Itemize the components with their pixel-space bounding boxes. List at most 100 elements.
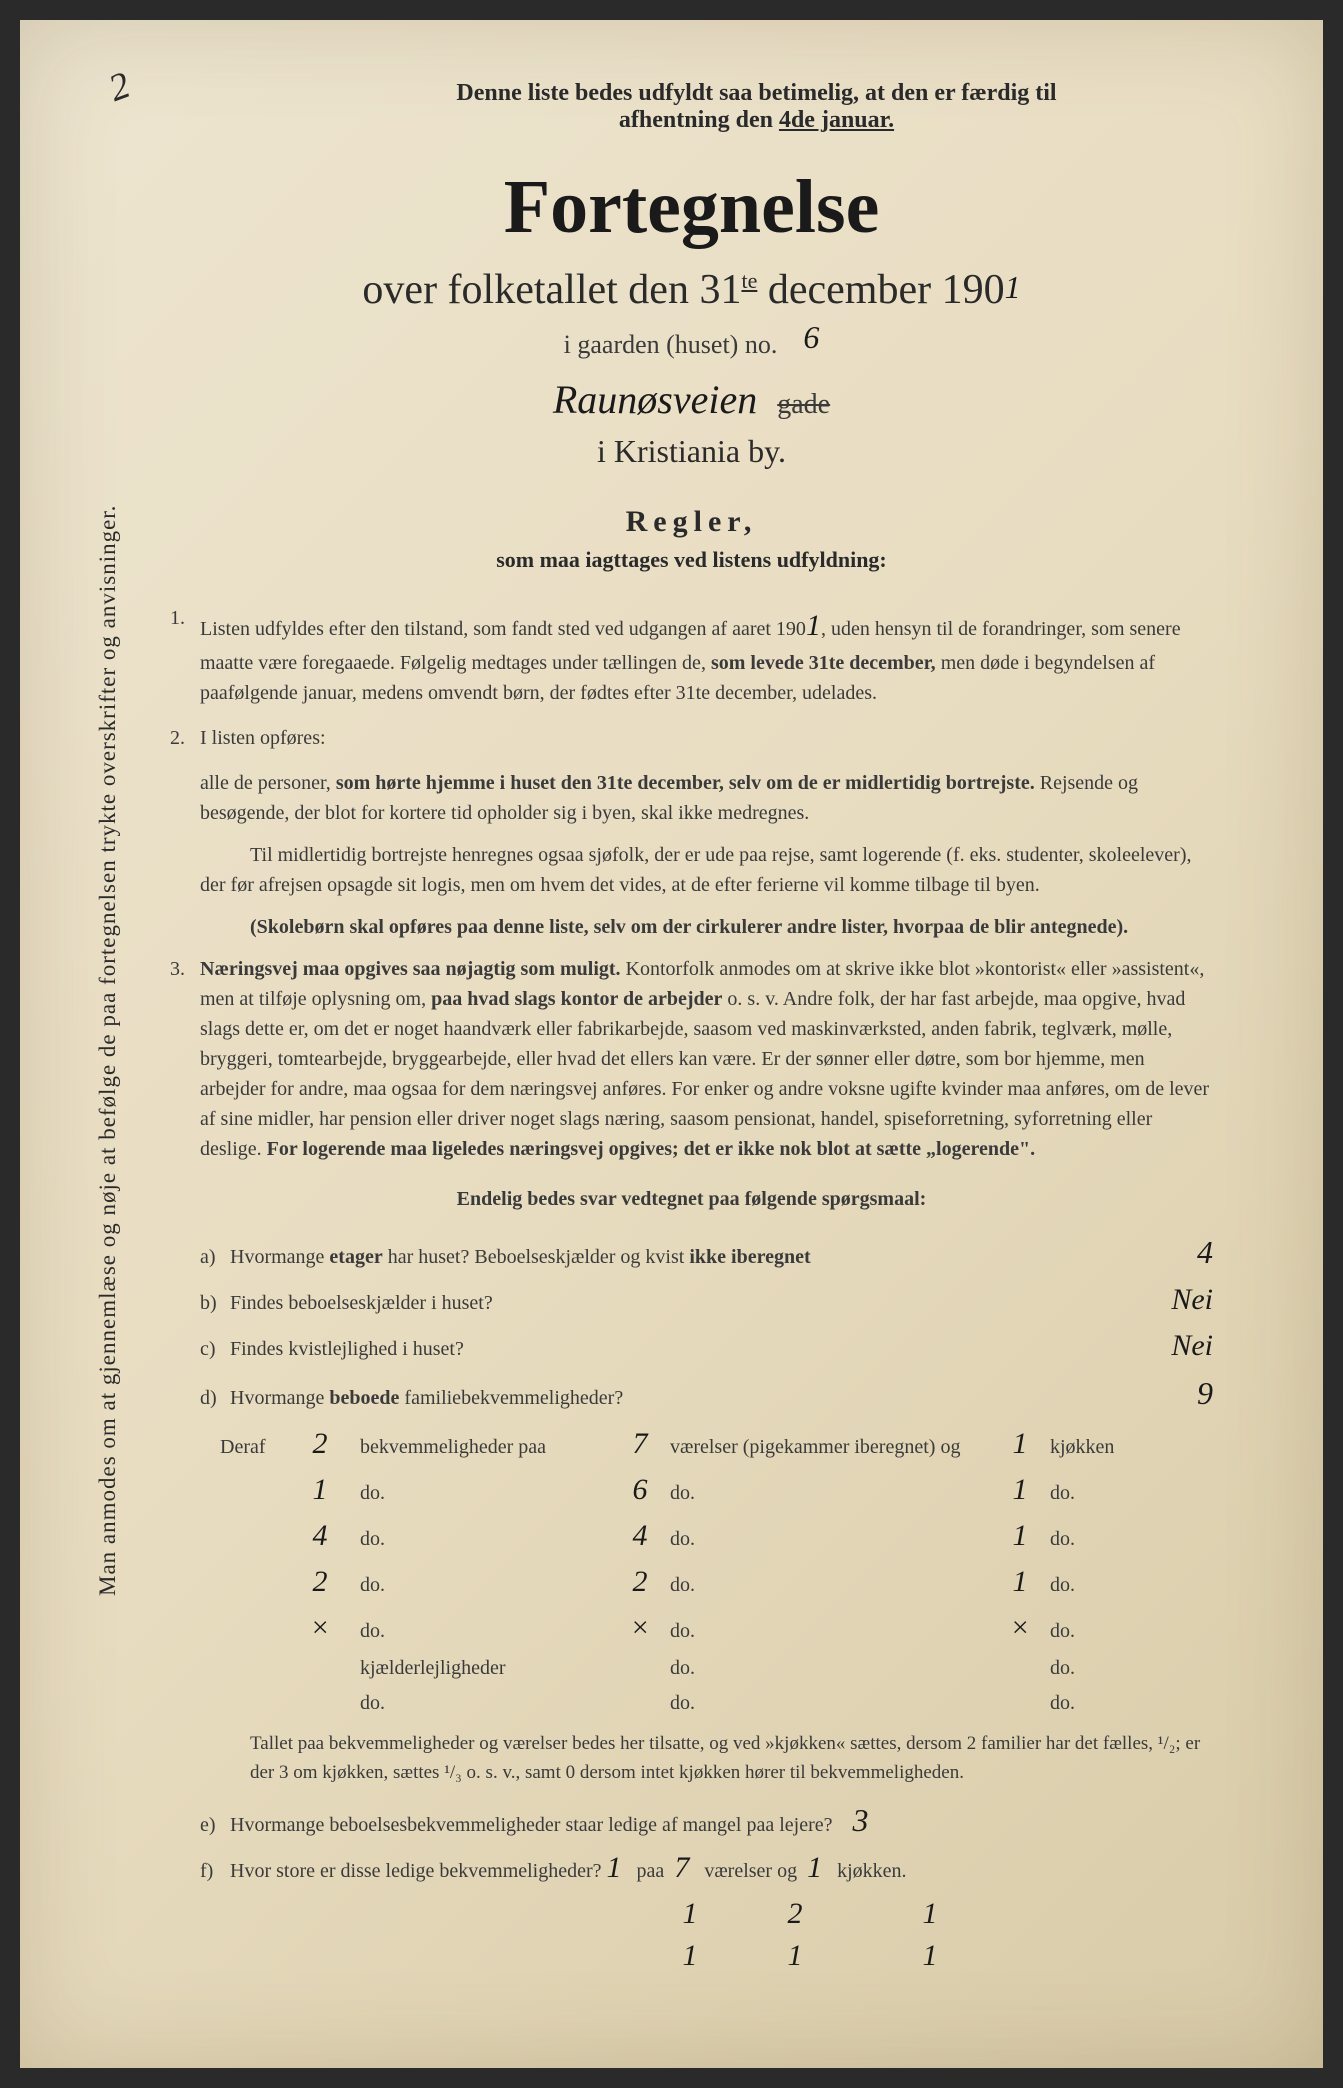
tr0-c6: kjøkken bbox=[1050, 1436, 1170, 1459]
rule-1-text: Listen udfyldes efter den tilstand, som … bbox=[200, 603, 1213, 708]
qa-answer: 4 bbox=[1197, 1234, 1213, 1271]
deraf-label: Deraf bbox=[220, 1436, 280, 1459]
gade-label: gade bbox=[777, 389, 830, 421]
qd-answer: 9 bbox=[1197, 1375, 1213, 1412]
house-text: i gaarden (huset) no. bbox=[564, 330, 778, 359]
question-b: b) Findes beboelseskjælder i huset? Nei bbox=[200, 1283, 1213, 1317]
house-number: 6 bbox=[803, 319, 819, 355]
table-row: 4 do. 4 do. 1 do. bbox=[220, 1519, 1213, 1553]
qc-label: c) bbox=[200, 1338, 230, 1361]
tr1-c1: 1 bbox=[280, 1473, 360, 1507]
tr0-c1: 2 bbox=[280, 1427, 360, 1461]
street-line: Raunøsveien gade bbox=[170, 376, 1213, 423]
regler-subtitle: som maa iagttages ved listens udfyldning… bbox=[170, 547, 1213, 573]
rule-3-num: 3. bbox=[170, 954, 200, 1164]
tr3-c5: 1 bbox=[990, 1565, 1050, 1599]
qa-t2: har huset? Beboelseskjælder og kvist bbox=[383, 1246, 690, 1268]
regler-title: Regler, bbox=[170, 505, 1213, 539]
tr4-c6: do. bbox=[1050, 1620, 1170, 1643]
subtitle-sup: te bbox=[741, 268, 757, 293]
question-f: f) Hvor store er disse ledige bekvemmeli… bbox=[200, 1851, 1213, 1885]
rule-1: 1. Listen udfyldes efter den tilstand, s… bbox=[170, 603, 1213, 708]
r1-bold: som levede 31te december, bbox=[711, 652, 936, 674]
qf-text3: værelser og bbox=[704, 1860, 797, 1883]
tr0-c4: værelser (pigekammer iberegnet) og bbox=[670, 1436, 990, 1459]
r2-t1: I listen opføres: bbox=[200, 727, 326, 749]
tr2-c1: 4 bbox=[280, 1519, 360, 1553]
tr1-c4: do. bbox=[670, 1482, 990, 1505]
rule-1-num: 1. bbox=[170, 603, 200, 708]
r2-para3: (Skolebørn skal opføres paa denne liste,… bbox=[250, 916, 1128, 938]
tr0-c2: bekvemmeligheder paa bbox=[360, 1436, 610, 1459]
qe-answer: 3 bbox=[853, 1802, 869, 1839]
tr1-c5: 1 bbox=[990, 1473, 1050, 1507]
qf-label: f) bbox=[200, 1860, 230, 1883]
qd-t2: familiebekvemmeligheder? bbox=[399, 1387, 623, 1409]
e0-v1: 1 bbox=[650, 1897, 730, 1931]
subtitle-text1: over folketallet den 31 bbox=[362, 267, 741, 313]
e0-v3: 1 bbox=[860, 1897, 1000, 1931]
r1-hw: 1 bbox=[806, 609, 821, 642]
tr2-c5: 1 bbox=[990, 1519, 1050, 1553]
qb-label: b) bbox=[200, 1292, 230, 1315]
tr0-c3: 7 bbox=[610, 1427, 670, 1461]
qa-label: a) bbox=[200, 1246, 230, 1269]
rule-2-text: I listen opføres: bbox=[200, 723, 1213, 753]
qa-b1: etager bbox=[329, 1246, 382, 1268]
e1-v1: 1 bbox=[650, 1939, 730, 1973]
tr4-c2: do. bbox=[360, 1620, 610, 1643]
tr3-c2: do. bbox=[360, 1574, 610, 1597]
tr3-c1: 2 bbox=[280, 1565, 360, 1599]
tr5-c2: kjælderlejligheder bbox=[360, 1657, 610, 1680]
qb-answer: Nei bbox=[1171, 1283, 1213, 1317]
city-line: i Kristiania by. bbox=[170, 433, 1213, 470]
qd-b: beboede bbox=[329, 1387, 399, 1409]
tr2-c3: 4 bbox=[610, 1519, 670, 1553]
rule-2-para2: Til midlertidig bortrejste henregnes ogs… bbox=[200, 840, 1213, 900]
r3-b1: Næringsvej maa opgives saa nøjagtig som … bbox=[200, 958, 621, 980]
rule-2-num: 2. bbox=[170, 723, 200, 753]
subtitle: over folketallet den 31te december 1901 bbox=[170, 266, 1213, 314]
tr3-c6: do. bbox=[1050, 1574, 1170, 1597]
table-row: 2 do. 2 do. 1 do. bbox=[220, 1565, 1213, 1599]
rules-section: 1. Listen udfyldes efter den tilstand, s… bbox=[170, 603, 1213, 1214]
tr4-c1: × bbox=[280, 1611, 360, 1645]
final-questions: e) Hvormange beboelsesbekvemmeligheder s… bbox=[200, 1802, 1213, 1973]
extra-line-0: 1 2 1 bbox=[650, 1897, 1213, 1931]
tr1-c2: do. bbox=[360, 1482, 610, 1505]
rule-3: 3. Næringsvej maa opgives saa nøjagtig s… bbox=[170, 954, 1213, 1164]
tr4-c3: × bbox=[610, 1611, 670, 1645]
notice-date: 4de januar. bbox=[779, 107, 894, 133]
table-row: Deraf 2 bekvemmeligheder paa 7 værelser … bbox=[220, 1427, 1213, 1461]
notice-text2: afhentning den bbox=[619, 107, 773, 133]
table-row: 1 do. 6 do. 1 do. bbox=[220, 1473, 1213, 1507]
table-row: × do. × do. × do. bbox=[220, 1611, 1213, 1645]
r2-bold1: som hørte hjemme i huset den 31te decemb… bbox=[336, 772, 1035, 794]
rule-2: 2. I listen opføres: bbox=[170, 723, 1213, 753]
qd-text: Hvormange beboede familiebekvemmelighede… bbox=[230, 1387, 1343, 1410]
tr3-c4: do. bbox=[670, 1574, 990, 1597]
qf-v3: 1 bbox=[807, 1851, 822, 1885]
extra-line-1: 1 1 1 bbox=[650, 1939, 1213, 1973]
qa-text: Hvormange etager har huset? Beboelseskjæ… bbox=[230, 1246, 1177, 1269]
page-number: 2 bbox=[103, 63, 136, 111]
questions-header: Endelig bedes svar vedtegnet paa følgend… bbox=[170, 1184, 1213, 1214]
rule-2-para3: (Skolebørn skal opføres paa denne liste,… bbox=[200, 912, 1213, 942]
tr2-c2: do. bbox=[360, 1528, 610, 1551]
table-row: do. do. do. bbox=[220, 1692, 1213, 1715]
header-notice: Denne liste bedes udfyldt saa betimelig,… bbox=[170, 80, 1213, 134]
notice-text1: Denne liste bedes udfyldt saa betimelig,… bbox=[456, 80, 1056, 106]
tr2-c4: do. bbox=[670, 1528, 990, 1551]
qf-content: Hvor store er disse ledige bekvemmelighe… bbox=[230, 1851, 907, 1885]
tr5-c6: do. bbox=[1050, 1657, 1170, 1680]
tr1-c6: do. bbox=[1050, 1482, 1170, 1505]
street-name: Raunøsveien bbox=[553, 376, 757, 423]
tr6-c4: do. bbox=[670, 1692, 990, 1715]
qd-label: d) bbox=[200, 1387, 230, 1410]
r2-t2: alle de personer, bbox=[200, 772, 336, 794]
main-title: Fortegnelse bbox=[170, 164, 1213, 251]
qf-text4: kjøkken. bbox=[837, 1860, 906, 1883]
tr3-c3: 2 bbox=[610, 1565, 670, 1599]
question-c: c) Findes kvistlejlighed i huset? Nei bbox=[200, 1329, 1213, 1363]
question-a: a) Hvormange etager har huset? Beboelses… bbox=[200, 1234, 1213, 1271]
